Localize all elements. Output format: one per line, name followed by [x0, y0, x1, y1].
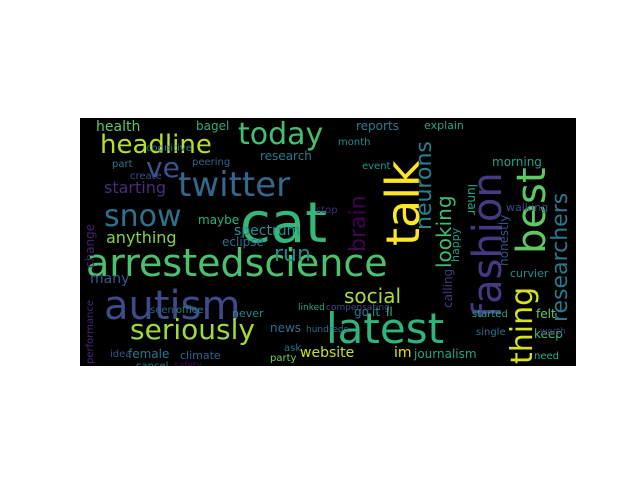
word-explain: explain: [424, 119, 464, 132]
word-felt: felt: [536, 307, 556, 321]
word-performance: performance: [85, 299, 96, 364]
word-many: many: [90, 271, 130, 287]
word-honestly: honestly: [497, 214, 511, 266]
word-safety: safety: [174, 361, 202, 367]
word-lunar: lunar: [465, 184, 479, 215]
word-cloud: cat latest autism arrestedscience fashio…: [80, 118, 576, 366]
word-started: started: [472, 309, 508, 320]
word-it: it: [372, 305, 381, 319]
word-cancel: cancel: [136, 362, 168, 367]
word-event: event: [362, 161, 391, 172]
word-researchers: researchers: [548, 192, 573, 322]
word-social: social: [344, 284, 402, 308]
word-party: party: [270, 353, 297, 364]
word-bagel: bagel: [196, 119, 230, 133]
word-health: health: [96, 119, 141, 135]
word-worth: worth: [540, 327, 566, 337]
word-cognitive: cognitive: [146, 143, 192, 154]
word-linked: linked: [298, 303, 325, 313]
word-go: go: [354, 305, 369, 319]
word-snow: snow: [104, 199, 182, 234]
word-journalism: journalism: [414, 347, 477, 361]
word-female: female: [128, 347, 170, 361]
word-ll: ll: [386, 305, 393, 319]
word-calling: calling: [441, 268, 455, 308]
word-walking: walking: [506, 201, 549, 214]
word-office: office: [176, 305, 204, 316]
word-need: need: [534, 351, 559, 362]
word-cat: cat: [240, 191, 328, 256]
word-climate: climate: [180, 349, 221, 362]
word-stop: stop: [316, 205, 338, 216]
word-peering: peering: [192, 157, 231, 168]
word-idea: idea: [110, 349, 132, 360]
word-never: never: [232, 307, 264, 320]
word-website: website: [300, 345, 355, 361]
word-hundreds: hundreds: [306, 325, 349, 335]
word-part: part: [112, 159, 133, 170]
word-eclipse: eclipse: [222, 235, 264, 249]
word-research: research: [260, 149, 312, 163]
word-happy: happy: [449, 227, 462, 262]
word-change: change: [83, 223, 97, 268]
word-spectrum: spectrum: [234, 223, 301, 239]
word-single: single: [476, 327, 506, 338]
word-brain: brain: [346, 195, 371, 252]
word-seen: seen: [150, 305, 174, 316]
word-compensating: compensating: [326, 303, 390, 313]
word-headline: headline: [100, 130, 212, 160]
word-autism: autism: [104, 283, 241, 329]
word-curvier: curvier: [510, 267, 549, 280]
word-ve: ve: [146, 151, 180, 184]
word-keep: keep: [534, 327, 563, 341]
word-reports: reports: [356, 119, 399, 133]
word-run: run: [274, 242, 311, 267]
word-latest: latest: [326, 304, 445, 353]
word-ask: ask: [284, 343, 302, 354]
word-maybe: maybe: [198, 213, 240, 227]
word-anything: anything: [106, 228, 177, 247]
word-twitter: twitter: [178, 165, 291, 205]
word-month: month: [338, 137, 371, 148]
word-seriously: seriously: [130, 313, 255, 346]
word-arrestedscience: arrestedscience: [86, 241, 388, 285]
word-news: news: [270, 321, 302, 335]
word-morning: morning: [492, 155, 542, 169]
word-starting: starting: [104, 178, 167, 197]
word-create: create: [130, 171, 162, 182]
word-today: today: [238, 118, 324, 152]
word-im: im: [394, 345, 412, 361]
